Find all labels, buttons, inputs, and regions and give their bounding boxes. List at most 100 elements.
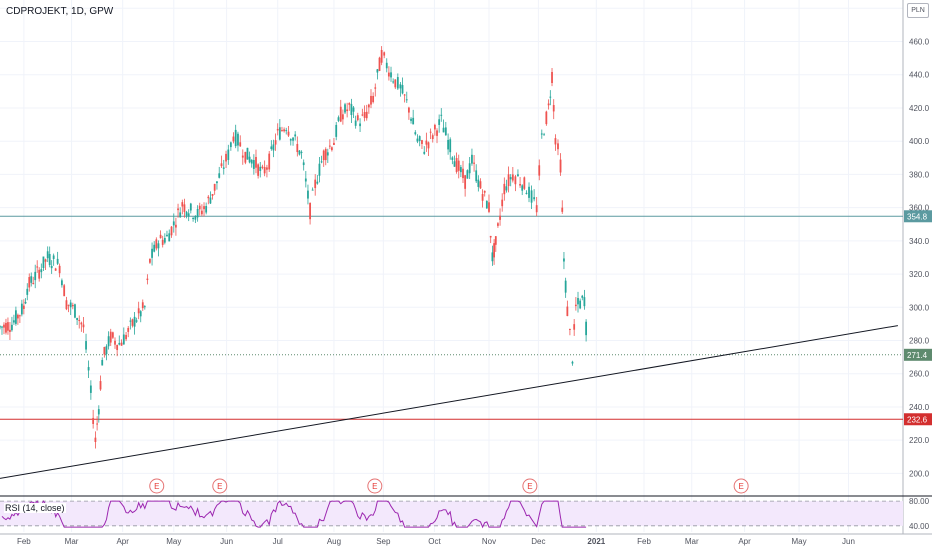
candle-body <box>99 381 102 390</box>
candle-body <box>111 332 114 338</box>
candle-body <box>505 186 508 191</box>
candle-body <box>339 106 342 122</box>
y-tick-label: 420.0 <box>909 104 930 113</box>
candle-body <box>40 269 43 273</box>
candle-body <box>189 203 192 211</box>
rsi-level-label: 40.00 <box>909 522 930 531</box>
candle-body <box>185 211 188 216</box>
x-tick-label: 2021 <box>587 537 605 546</box>
candle-body <box>459 167 462 173</box>
candle-body <box>1 326 3 328</box>
candle-body <box>263 167 266 174</box>
candle-body <box>449 139 452 153</box>
earnings-marker[interactable] <box>367 478 383 494</box>
candle-body <box>109 331 112 343</box>
candle-body <box>485 201 488 209</box>
candle-body <box>22 305 25 309</box>
candle-body <box>44 259 47 262</box>
candle-body <box>153 244 156 252</box>
candle-body <box>488 202 490 212</box>
candle-body <box>374 87 377 89</box>
candle-body <box>367 104 370 108</box>
x-tick-label: May <box>792 537 807 546</box>
candle-body <box>120 342 123 346</box>
currency-badge[interactable]: PLN <box>907 3 929 18</box>
candle-body <box>52 255 55 259</box>
candle-body <box>177 208 179 211</box>
candle-body <box>268 153 271 170</box>
earnings-marker[interactable] <box>149 478 165 494</box>
candle-body <box>380 49 383 63</box>
level-price-badge <box>904 348 932 361</box>
candle-body <box>494 236 497 245</box>
candle-body <box>248 156 251 163</box>
candle-body <box>399 84 402 89</box>
candle-body <box>205 206 208 213</box>
y-tick-label: 400.0 <box>909 137 930 146</box>
x-tick-label: Sep <box>376 537 391 546</box>
candle-body <box>471 154 473 164</box>
candle-body <box>94 437 97 442</box>
candle-body <box>433 124 436 130</box>
candle-body <box>26 288 29 295</box>
candle-body <box>444 127 447 136</box>
earnings-marker[interactable] <box>733 478 749 494</box>
earnings-marker-label: E <box>217 482 222 491</box>
y-tick-label: 440.0 <box>909 71 930 80</box>
candle-body <box>549 96 552 98</box>
candle-body <box>387 72 390 77</box>
candle-body <box>97 409 100 415</box>
candle-body <box>139 311 142 317</box>
candle-body <box>479 181 482 189</box>
earnings-marker[interactable] <box>212 478 228 494</box>
candle-body <box>266 167 268 170</box>
earnings-marker[interactable] <box>522 478 538 494</box>
candle-body <box>372 95 375 103</box>
candle-body <box>36 266 39 268</box>
candle-body <box>365 111 368 119</box>
candle-body <box>76 318 78 320</box>
candle-body <box>151 248 153 258</box>
candle-body <box>69 302 72 308</box>
candle-body <box>175 224 177 228</box>
candle-body <box>348 103 351 105</box>
candle-body <box>222 167 225 169</box>
candle-body <box>383 52 386 56</box>
symbol-title[interactable]: CDPROJEKT, 1D, GPW <box>6 6 114 17</box>
rsi-indicator-label[interactable]: RSI (14, close) <box>4 503 66 513</box>
candle-body <box>58 265 61 274</box>
candle-body <box>521 185 524 191</box>
candle-body <box>322 150 325 161</box>
candle-body <box>276 128 279 131</box>
candle-body <box>304 178 307 182</box>
candle-body <box>538 165 541 176</box>
candle-body <box>50 265 53 269</box>
candle-body <box>65 300 68 310</box>
candle-body <box>157 243 160 249</box>
candle-body <box>491 252 494 262</box>
candle-body <box>239 142 242 147</box>
candle-body <box>270 146 273 150</box>
candle-body <box>316 181 319 184</box>
candle-body <box>232 136 235 142</box>
candle-body <box>257 164 260 176</box>
candle-body <box>229 142 232 148</box>
candle-body <box>179 212 182 218</box>
candle-body <box>5 322 7 333</box>
candle-body <box>48 253 51 266</box>
candle-body <box>220 163 223 167</box>
candle-body <box>545 111 548 125</box>
candle-body <box>289 139 292 141</box>
candle-body <box>0 326 1 328</box>
candle-body <box>227 149 230 160</box>
candle-body <box>501 199 504 207</box>
candle-body <box>421 140 423 144</box>
candle-body <box>566 306 569 317</box>
y-tick-label: 320.0 <box>909 270 930 279</box>
x-tick-label: Feb <box>637 537 651 546</box>
candle-body <box>278 127 281 140</box>
candle-body <box>574 304 577 307</box>
x-tick-label: Jul <box>273 537 283 546</box>
